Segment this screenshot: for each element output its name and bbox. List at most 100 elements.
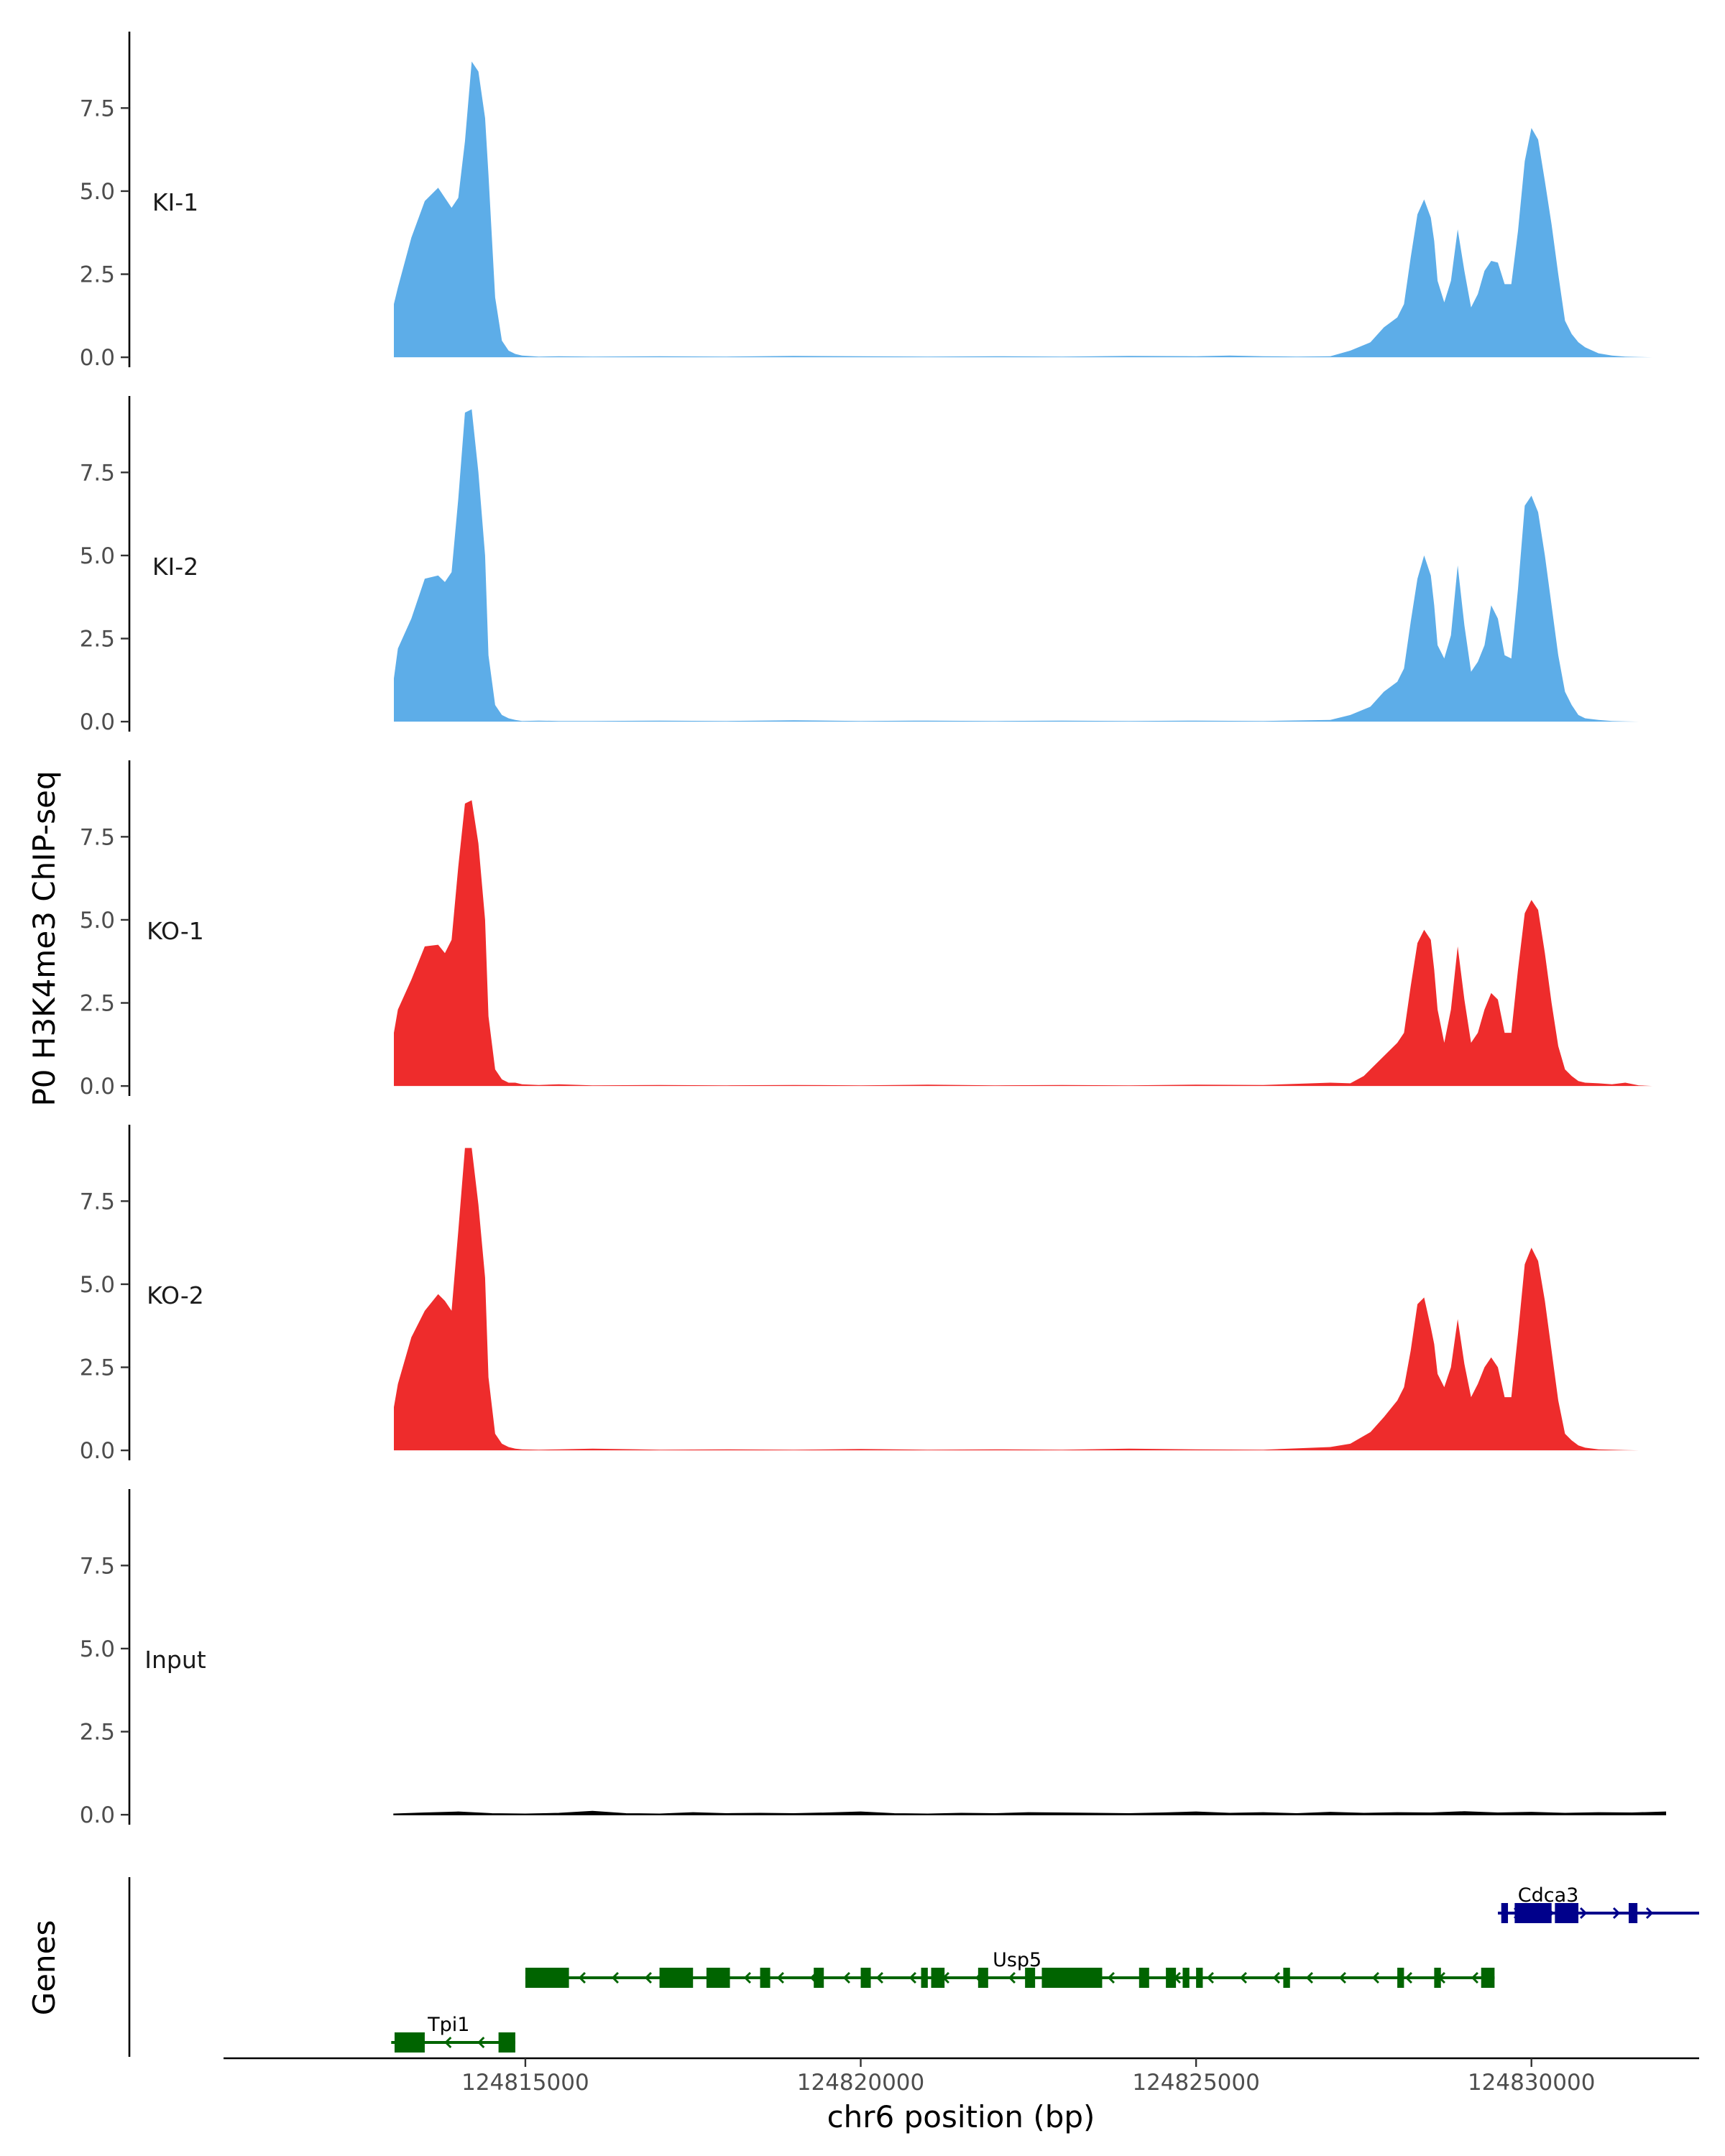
exon <box>1481 1968 1495 1988</box>
gene-annotation-panel: Cdca3 Usp5 Tpi1 <box>128 1877 1699 2057</box>
exon <box>525 1968 569 1988</box>
exon <box>1434 1968 1441 1988</box>
signal-area-ko-2 <box>394 1148 1666 1451</box>
gene-tpi1: Tpi1 <box>391 2014 515 2053</box>
strand-chevron <box>1305 1971 1313 1984</box>
x-axis: 124815000 124820000 124825000 124830000 <box>224 2057 1699 2096</box>
y-tick-label: 0.0 <box>80 345 115 371</box>
gene-cdca3: Cdca3 <box>1498 1884 1699 1923</box>
y-tick-label: 7.5 <box>80 1189 115 1215</box>
exon <box>498 2032 515 2053</box>
exon <box>659 1968 694 1988</box>
y-tick-label: 0.0 <box>80 1074 115 1100</box>
strand-chevron <box>1107 1971 1115 1984</box>
strand-chevron <box>776 1971 784 1984</box>
sample-label: KI-2 <box>152 553 198 581</box>
strand-chevron <box>1645 1907 1654 1920</box>
exon <box>1397 1968 1404 1988</box>
signal-area-ko-1 <box>394 800 1666 1087</box>
gene-usp5: Usp5 <box>525 1949 1495 1988</box>
y-tick-label: 7.5 <box>80 1553 115 1579</box>
y-tick-label: 2.5 <box>80 627 115 653</box>
exon <box>931 1968 945 1988</box>
exon <box>1283 1968 1290 1988</box>
strand-chevron <box>908 1971 916 1984</box>
strand-chevron <box>1008 1971 1016 1984</box>
y-tick-label: 7.5 <box>80 824 115 850</box>
y-tick-label: 0.0 <box>80 1802 115 1828</box>
exon <box>1025 1968 1036 1988</box>
strand-chevron <box>1404 1971 1412 1984</box>
track-panel-ki-1: 0.0 2.5 5.0 7.5 KI-1 <box>80 32 1666 371</box>
sample-label: KI-1 <box>152 188 198 216</box>
exon <box>921 1968 928 1988</box>
strand-chevron <box>1338 1971 1346 1984</box>
sample-label: KO-1 <box>147 917 204 945</box>
exon <box>978 1968 988 1988</box>
y-tick-label: 5.0 <box>80 908 115 934</box>
y-tick-label: 2.5 <box>80 1720 115 1746</box>
strand-chevron <box>842 1971 850 1984</box>
strand-chevron <box>743 1971 751 1984</box>
gene-name-label: Usp5 <box>993 1949 1041 1971</box>
y-tick-label: 7.5 <box>80 96 115 121</box>
exon <box>760 1968 770 1988</box>
gene-name-label: Cdca3 <box>1518 1884 1579 1907</box>
y-tick-label: 5.0 <box>80 1272 115 1298</box>
signal-area-input <box>393 1810 1667 1815</box>
track-panel-ki-2: 0.0 2.5 5.0 7.5 KI-2 <box>80 396 1679 735</box>
strand-chevron <box>578 1971 586 1984</box>
exon <box>1501 1903 1509 1923</box>
exon <box>1041 1968 1103 1988</box>
strand-chevron <box>1272 1971 1280 1984</box>
exon <box>394 2032 425 2053</box>
y-tick-label: 2.5 <box>80 1355 115 1381</box>
gene-name-label: Tpi1 <box>427 2014 469 2036</box>
exon <box>1514 1903 1552 1923</box>
strand-chevron <box>1471 1971 1478 1984</box>
y-tick-label: 5.0 <box>80 543 115 569</box>
y-tick-label: 7.5 <box>80 460 115 486</box>
track-panel-input: 0.0 2.5 5.0 7.5 Input <box>80 1489 1667 1828</box>
y-tick-label: 2.5 <box>80 991 115 1017</box>
strand-chevron <box>1239 1971 1247 1984</box>
y-tick-label: 2.5 <box>80 262 115 288</box>
y-tick-label: 5.0 <box>80 1636 115 1662</box>
exon <box>1182 1968 1190 1988</box>
strand-chevron <box>875 1971 883 1984</box>
strand-chevron <box>1612 1907 1621 1920</box>
y-tick-label: 0.0 <box>80 709 115 735</box>
strand-chevron <box>477 2036 485 2049</box>
exon <box>1166 1968 1177 1988</box>
exon <box>1555 1903 1579 1923</box>
x-tick-label: 124820000 <box>797 2070 925 2096</box>
sample-label: KO-2 <box>147 1281 204 1309</box>
sample-label: Input <box>144 1646 206 1674</box>
exon <box>1138 1968 1149 1988</box>
signal-area-ki-1 <box>394 61 1666 358</box>
signal-area-ki-2 <box>394 409 1679 722</box>
strand-chevron <box>1371 1971 1379 1984</box>
x-tick-label: 124830000 <box>1468 2070 1596 2096</box>
y-axis-title: P0 H3K4me3 ChIP-seq <box>27 770 62 1106</box>
strand-chevron <box>444 2036 452 2049</box>
x-tick-label: 124815000 <box>461 2070 589 2096</box>
strand-chevron <box>644 1971 652 1984</box>
exon <box>1629 1903 1638 1923</box>
exon <box>1196 1968 1203 1988</box>
strand-chevron <box>611 1971 619 1984</box>
x-tick-label: 124825000 <box>1132 2070 1260 2096</box>
y-tick-label: 0.0 <box>80 1438 115 1464</box>
signal-tracks: 0.0 2.5 5.0 7.5 KI-1 0.0 2.5 5.0 7.5 KI-2 0.0 2.5 5.… <box>80 32 1679 1828</box>
x-axis-title: chr6 position (bp) <box>827 2099 1095 2134</box>
exon <box>860 1968 871 1988</box>
gene-panel-title: Genes <box>27 1920 62 2016</box>
y-tick-label: 5.0 <box>80 179 115 205</box>
strand-chevron <box>1206 1971 1214 1984</box>
track-panel-ko-1: 0.0 2.5 5.0 7.5 KO-1 <box>80 760 1666 1100</box>
exon <box>814 1968 824 1988</box>
exon <box>706 1968 730 1988</box>
track-panel-ko-2: 0.0 2.5 5.0 7.5 KO-2 <box>80 1125 1666 1464</box>
strand-chevron <box>1579 1907 1588 1920</box>
